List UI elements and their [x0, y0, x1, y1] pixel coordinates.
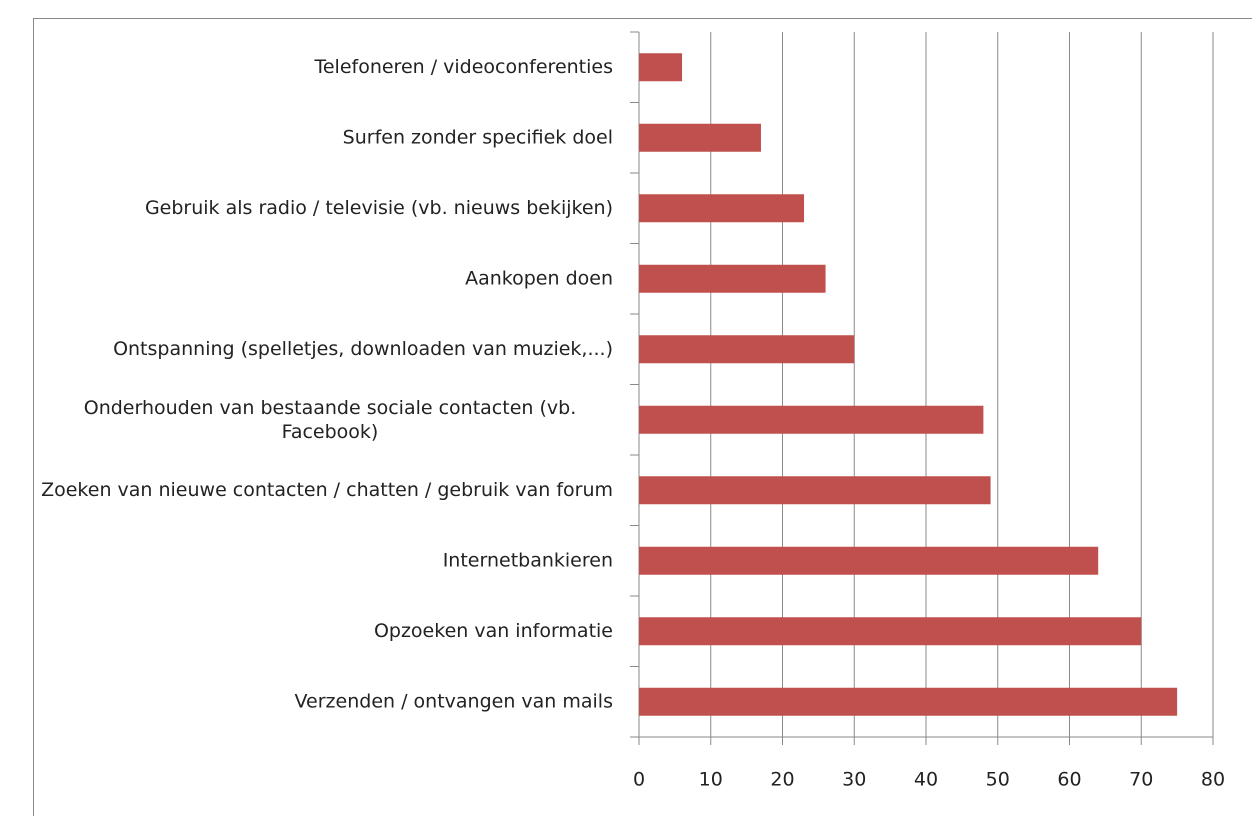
x-tick-label: 0 — [633, 769, 645, 791]
x-tick-label: 50 — [986, 769, 1010, 791]
bar — [639, 264, 826, 293]
y-tick-label: Internetbankieren — [443, 549, 613, 571]
y-tick-label: Telefoneren / videoconferenties — [313, 56, 613, 78]
x-tick-label: 20 — [770, 769, 794, 791]
bar — [639, 687, 1178, 716]
chart-border — [33, 18, 1252, 816]
y-tick-label: Surfen zonder specifiek doel — [343, 126, 613, 148]
x-tick-label: 10 — [699, 769, 723, 791]
bar — [639, 123, 761, 152]
y-tick-label: Onderhouden van bestaande sociale contac… — [84, 396, 576, 442]
x-tick-label: 40 — [914, 769, 938, 791]
x-tick-label: 60 — [1057, 769, 1081, 791]
y-tick-label: Opzoeken van informatie — [374, 620, 613, 642]
y-tick-label: Gebruik als radio / televisie (vb. nieuw… — [145, 197, 613, 219]
y-tick-label: Aankopen doen — [465, 267, 613, 289]
y-tick-label: Ontspanning (spelletjes, downloaden van … — [113, 338, 613, 360]
bar — [639, 617, 1142, 646]
bar — [639, 335, 855, 364]
bar — [639, 405, 984, 434]
bar — [639, 194, 805, 223]
y-tick-label: Verzenden / ontvangen van mails — [295, 690, 613, 712]
bar — [639, 53, 683, 82]
bar — [639, 476, 991, 505]
x-tick-label: 80 — [1201, 769, 1225, 791]
x-tick-label: 70 — [1129, 769, 1153, 791]
y-tick-label: Zoeken van nieuwe contacten / chatten / … — [41, 479, 613, 501]
bar — [639, 546, 1099, 575]
x-tick-label: 30 — [842, 769, 866, 791]
